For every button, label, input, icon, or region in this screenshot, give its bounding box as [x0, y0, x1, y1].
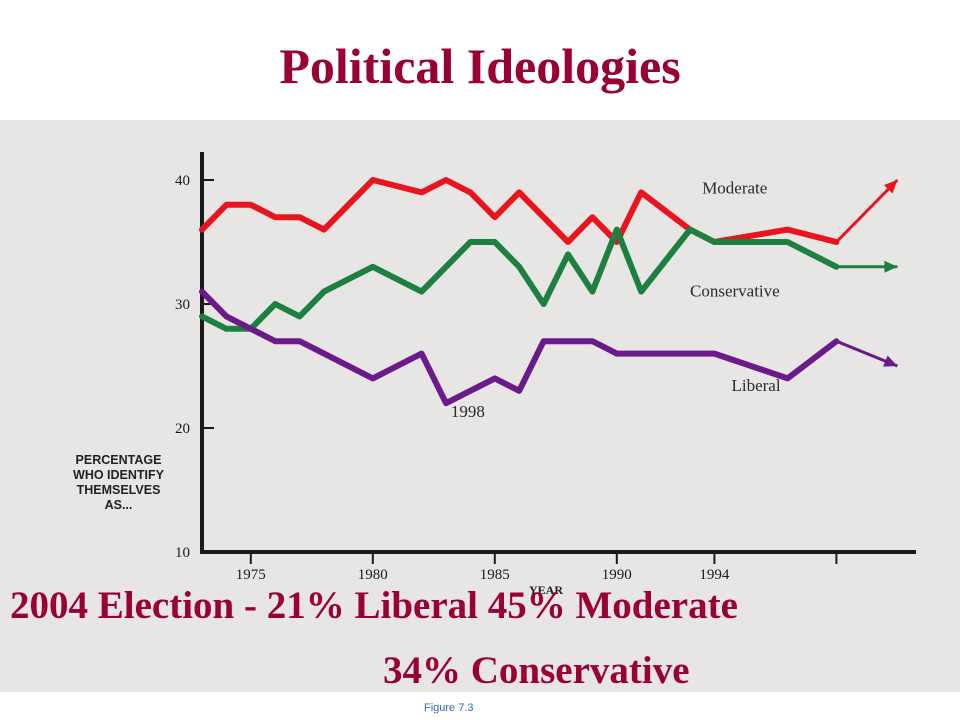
ideology-line-chart: 10 20 30 40 1975 1980 1985 1990 1994 Moderate Co… — [175, 152, 916, 597]
annotation-label: Moderate — [702, 179, 767, 198]
y-tick-label: 30 — [175, 297, 190, 313]
annotation-label: Liberal — [731, 376, 780, 395]
x-tick-label: 1994 — [699, 567, 730, 583]
moderate-trend-arrow — [835, 178, 899, 244]
annotation-label: 1998 — [451, 402, 485, 421]
y-axis-label-line: THEMSELVES — [76, 483, 161, 497]
liberal-trend-arrowhead — [883, 355, 898, 367]
y-axis-label: PERCENTAGE WHO IDENTIFY THEMSELVES AS... — [36, 453, 201, 513]
election-summary-line-2: 34% Conservative — [383, 649, 690, 692]
conservative-trend-arrowhead — [884, 260, 898, 273]
y-tick-label: 40 — [175, 173, 190, 189]
y-tick-label: 20 — [175, 421, 190, 437]
y-axis-label-line: PERCENTAGE — [75, 453, 162, 467]
figure-caption: Figure 7.3 — [424, 702, 474, 714]
chart-panel: 10 20 30 40 1975 1980 1985 1990 1994 Moderate Co… — [0, 120, 960, 692]
moderate-trend-arrowhead — [884, 180, 898, 194]
x-tick-label: 1985 — [480, 567, 510, 583]
y-axis-label-line: AS... — [104, 498, 133, 512]
x-tick-label: 1990 — [602, 567, 632, 583]
annotations: Moderate Conservative Liberal 1998 — [451, 179, 781, 421]
y-tick-label: 10 — [175, 545, 190, 561]
annotation-label: Conservative — [690, 282, 780, 301]
moderate-series-line — [199, 177, 840, 245]
liberal-series-line — [199, 288, 840, 407]
series-lines — [199, 177, 899, 407]
x-tick-label: 1975 — [236, 567, 266, 583]
x-axis-label: YEAR — [529, 583, 563, 597]
x-ticks: 1975 1980 1985 1990 1994 — [236, 552, 838, 583]
conservative-series-line — [199, 226, 840, 332]
slide-title: Political Ideologies — [279, 38, 681, 94]
x-tick-label: 1980 — [358, 567, 388, 583]
y-axis-label-line: WHO IDENTIFY — [73, 468, 164, 482]
election-summary-line-1: 2004 Election - 21% Liberal 45% Moderate — [10, 584, 738, 627]
